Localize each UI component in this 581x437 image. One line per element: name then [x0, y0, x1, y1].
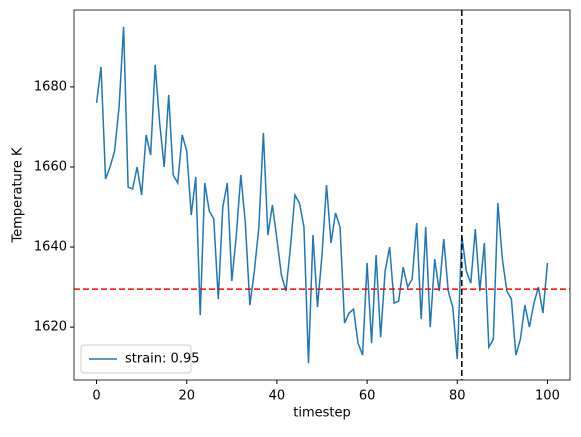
- y-tick-label: 1680: [34, 79, 67, 94]
- x-tick-label: 80: [449, 389, 466, 404]
- x-tick-label: 100: [535, 389, 560, 404]
- legend-label: strain: 0.95: [125, 352, 200, 367]
- y-tick-label: 1620: [34, 320, 67, 335]
- y-tick-label: 1640: [34, 240, 67, 255]
- legend-box: [80, 344, 192, 374]
- x-tick-label: 0: [92, 389, 100, 404]
- x-tick-label: 20: [178, 389, 195, 404]
- axes-frame: [73, 9, 571, 381]
- x-axis-label: timestep: [293, 406, 351, 421]
- y-axis-label: Temperature K: [11, 147, 26, 243]
- data-line: [95, 26, 549, 364]
- x-tick-label: 40: [269, 389, 286, 404]
- y-tick-label: 1660: [34, 159, 67, 174]
- x-tick-label: 60: [359, 389, 376, 404]
